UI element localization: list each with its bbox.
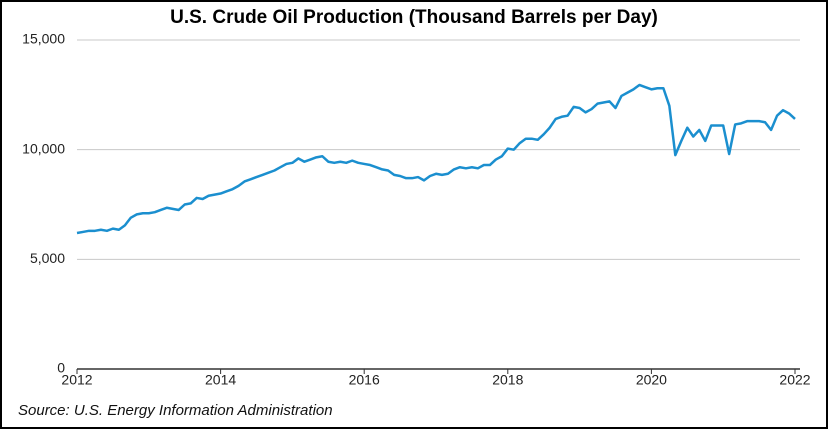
y-tick-label: 10,000 bbox=[22, 140, 65, 156]
y-tick-label: 0 bbox=[57, 360, 65, 376]
x-tick-label: 2018 bbox=[492, 372, 523, 388]
data-line bbox=[76, 83, 796, 235]
x-tick-label: 2020 bbox=[636, 372, 667, 388]
chart-title: U.S. Crude Oil Production (Thousand Barr… bbox=[170, 7, 658, 28]
y-tick-label: 15,000 bbox=[22, 31, 65, 47]
x-tick-label: 2016 bbox=[349, 372, 380, 388]
x-tick-label: 2022 bbox=[779, 372, 810, 388]
y-tick-label: 5,000 bbox=[30, 250, 65, 266]
x-tick-label: 2012 bbox=[61, 372, 92, 388]
x-tick-label: 2014 bbox=[205, 372, 236, 388]
source-note: Source: U.S. Energy Information Administ… bbox=[18, 402, 333, 419]
